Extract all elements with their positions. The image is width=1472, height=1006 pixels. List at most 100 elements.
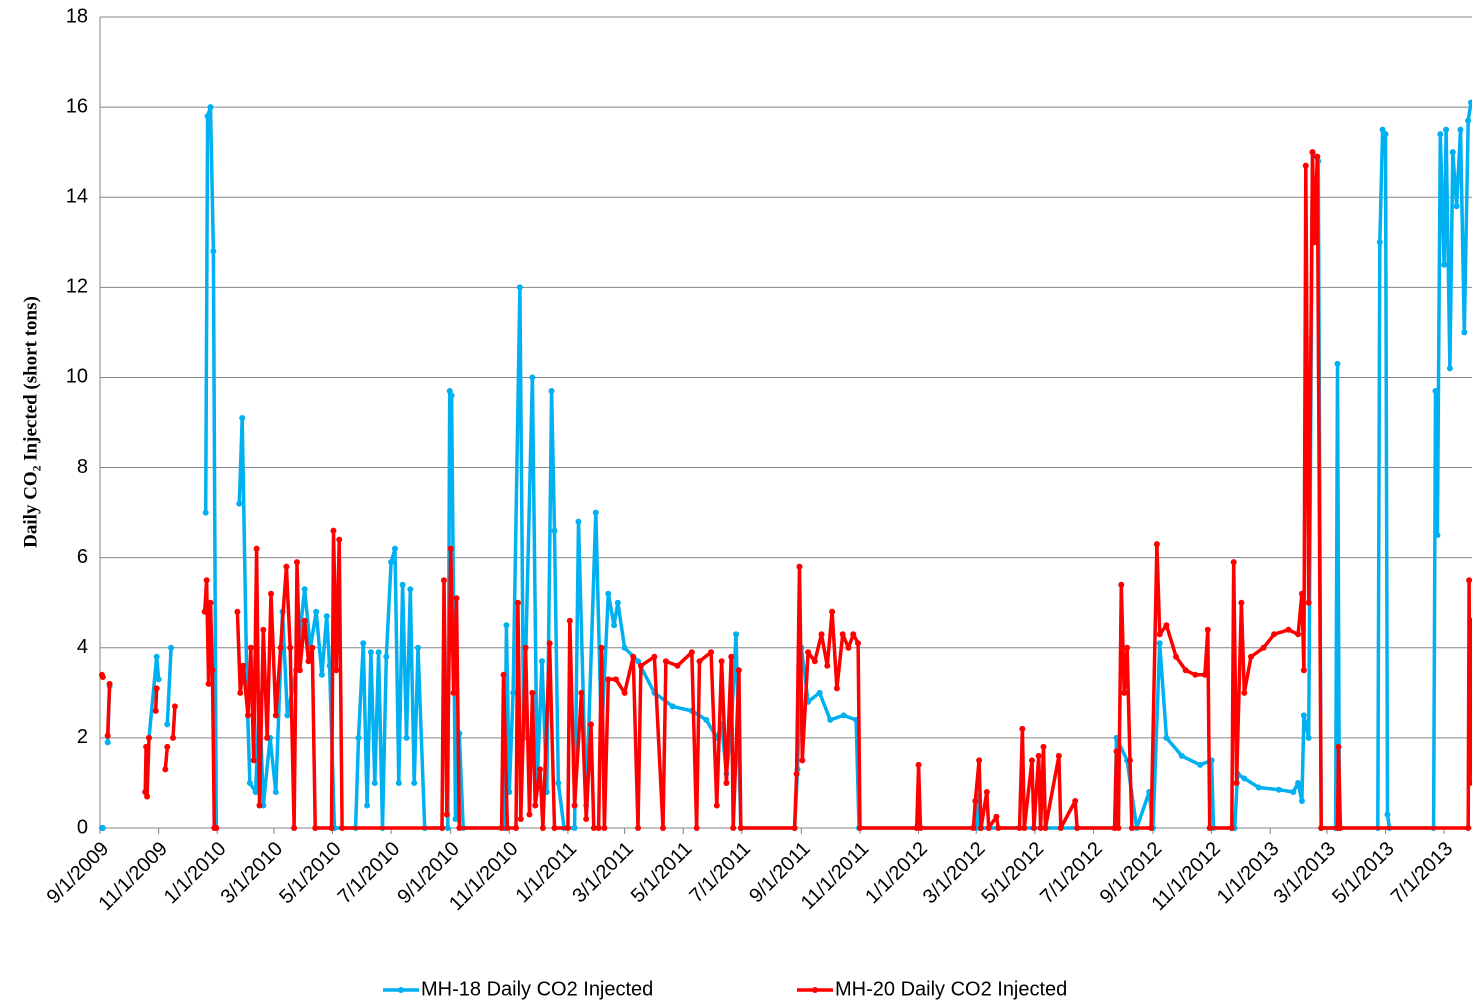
data-point [305,658,312,665]
data-point [1192,671,1199,678]
data-point [247,644,254,651]
data-point [391,545,398,552]
data-point [309,644,316,651]
data-point [799,757,806,764]
data-point [1178,752,1185,759]
data-point [532,802,539,809]
data-point [1465,117,1472,124]
legend-label: MH-20 Daily CO2 Injected [835,978,1067,1000]
data-point [601,825,608,831]
data-point [517,815,524,822]
data-point [635,825,642,831]
data-point [355,734,362,741]
data-point [456,825,463,831]
y-tick-label: 12 [66,276,88,298]
data-point [1309,149,1316,156]
data-point [1238,599,1245,606]
data-point [1163,622,1170,629]
x-tick-label: 3/1/2011 [568,838,638,908]
data-point [371,779,378,786]
data-point [1376,239,1383,246]
data-point [696,658,703,665]
data-point [237,689,244,696]
data-point [630,653,637,660]
data-point [1466,577,1472,584]
data-point [205,680,212,687]
data-point [293,559,300,566]
data-point [443,811,450,818]
x-tick-label: 1/1/2012 [861,838,932,909]
data-point [1156,631,1163,638]
data-point [444,825,451,831]
data-point [513,825,520,831]
data-point [204,113,211,120]
data-point [605,590,612,597]
data-point [1057,825,1064,831]
data-point [1318,825,1325,831]
data-point [375,649,382,656]
data-point [1118,581,1125,588]
data-point [498,825,505,831]
y-tick-label: 6 [77,546,88,568]
data-point [256,802,263,809]
data-point [571,825,578,831]
data-point [447,545,454,552]
data-point [571,802,578,809]
data-point [1446,365,1453,372]
data-point [551,527,558,534]
data-point [448,392,455,399]
data-point [583,815,590,822]
data-point [162,766,169,773]
x-tick-label: 1/1/2011 [512,838,582,908]
data-point [805,649,812,656]
data-point [142,788,149,795]
data-point [1206,825,1213,831]
data-point [244,712,251,719]
data-point [252,788,259,795]
data-point [833,685,840,692]
data-point [856,825,863,831]
data-point [207,599,214,606]
data-point [1437,131,1444,138]
data-point [202,509,209,516]
data-point [566,617,573,624]
data-point [503,622,510,629]
data-point [236,500,243,507]
data-point [395,779,402,786]
data-point [240,662,247,669]
data-point [688,649,695,656]
data-point [207,104,214,111]
data-point [693,825,700,831]
data-point [1314,153,1321,160]
data-point [1461,329,1468,336]
data-point [1275,786,1282,793]
data-point [239,414,246,421]
legend-label: MH-18 Daily CO2 Injected [421,978,653,1000]
data-point [1148,825,1155,831]
data-point [827,716,834,723]
data-point [1271,631,1278,638]
data-point [277,644,284,651]
data-point [1121,689,1128,696]
data-point [526,811,533,818]
data-point [446,387,453,394]
y-tick-label: 16 [66,95,88,117]
data-point [383,653,390,660]
data-point [1124,644,1131,651]
data-point [399,581,406,588]
data-point [450,689,457,696]
x-tick-label: 1/1/2010 [160,838,231,909]
data-point [1255,784,1262,791]
data-point [1021,825,1028,831]
data-point [439,825,446,831]
data-point [621,689,628,696]
data-point [915,761,922,768]
data-point [713,802,720,809]
data-point [660,825,667,831]
data-point [155,676,162,683]
data-point [1434,532,1441,539]
data-point [333,667,340,674]
x-tick-label: 3/1/2010 [217,838,288,909]
data-point [171,703,178,710]
data-point [1305,599,1312,606]
